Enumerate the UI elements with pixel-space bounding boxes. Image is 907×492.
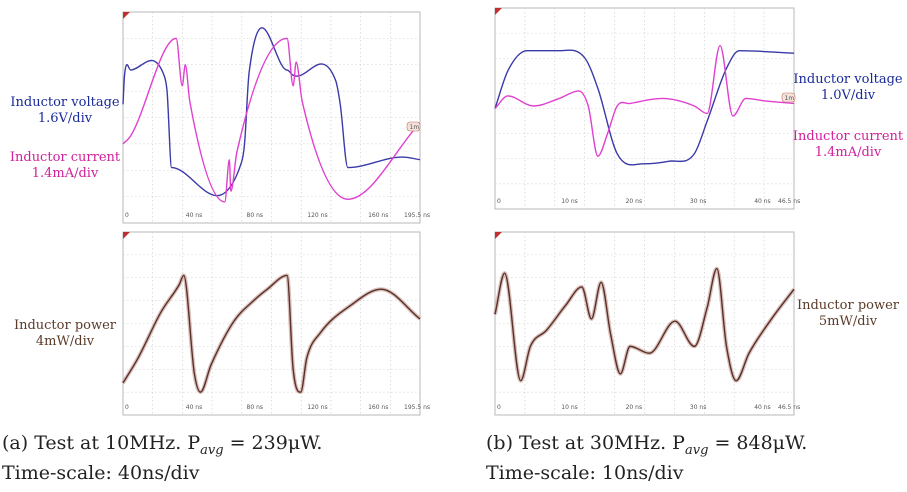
label-b-current: Inductor current 1.4mA/div	[792, 129, 904, 160]
x-tick-label: 195.5 ns	[404, 404, 430, 411]
label-a-current: Inductor current 1.4mA/div	[9, 150, 121, 181]
x-tick-label: 120 ns	[307, 212, 327, 219]
x-tick-label: 0	[497, 198, 501, 205]
x-tick-label: 46.5 ns	[778, 198, 800, 205]
inductor-power-trace	[494, 267, 795, 382]
label-b-power: Inductor power 5mW/div	[796, 298, 900, 329]
trigger-marker	[123, 12, 130, 19]
trigger-marker	[495, 8, 502, 15]
x-tick-label: 40 ns	[754, 404, 770, 411]
x-tick-label: 0	[125, 404, 129, 411]
x-tick-label: 0	[125, 212, 129, 219]
x-tick-label: 10 ns	[561, 198, 577, 205]
trigger-marker	[123, 232, 130, 239]
x-tick-label: 0	[497, 404, 501, 411]
ref-marker-badge	[781, 92, 796, 103]
x-tick-label: 80 ns	[247, 212, 263, 219]
x-tick-label: 20 ns	[626, 404, 642, 411]
inductor-current-trace	[122, 37, 421, 203]
label-b-voltage: Inductor voltage 1.0V/div	[793, 72, 903, 103]
x-tick-label: 20 ns	[626, 198, 642, 205]
label-a-voltage: Inductor voltage 1.6V/div	[10, 95, 120, 126]
trigger-marker	[495, 232, 502, 239]
inductor-voltage-trace	[122, 27, 421, 197]
caption-a: (a) Test at 10MHz. Pavg = 239μW. Time-sc…	[2, 432, 323, 484]
inductor-current-trace	[494, 44, 795, 157]
inductor-voltage-trace	[494, 49, 795, 166]
x-tick-label: 80 ns	[247, 404, 263, 411]
ref-marker-text: 1m	[785, 95, 795, 102]
x-tick-label: 160 ns	[368, 212, 388, 219]
x-tick-label: 40 ns	[186, 212, 202, 219]
x-tick-label: 40 ns	[186, 404, 202, 411]
ref-marker-badge	[406, 121, 421, 132]
x-tick-label: 30 ns	[690, 198, 706, 205]
x-tick-label: 40 ns	[754, 198, 770, 205]
x-tick-label: 10 ns	[561, 404, 577, 411]
inductor-power-trace	[122, 274, 421, 393]
ref-marker-text: 1m	[410, 124, 420, 131]
caption-b: (b) Test at 30MHz. Pavg = 848μW. Time-sc…	[486, 432, 808, 484]
x-tick-label: 46.5 ns	[778, 404, 800, 411]
label-a-power: Inductor power 4mW/div	[13, 318, 117, 349]
x-tick-label: 120 ns	[307, 404, 327, 411]
x-tick-label: 160 ns	[368, 404, 388, 411]
x-tick-label: 30 ns	[690, 404, 706, 411]
x-tick-label: 195.5 ns	[404, 212, 430, 219]
